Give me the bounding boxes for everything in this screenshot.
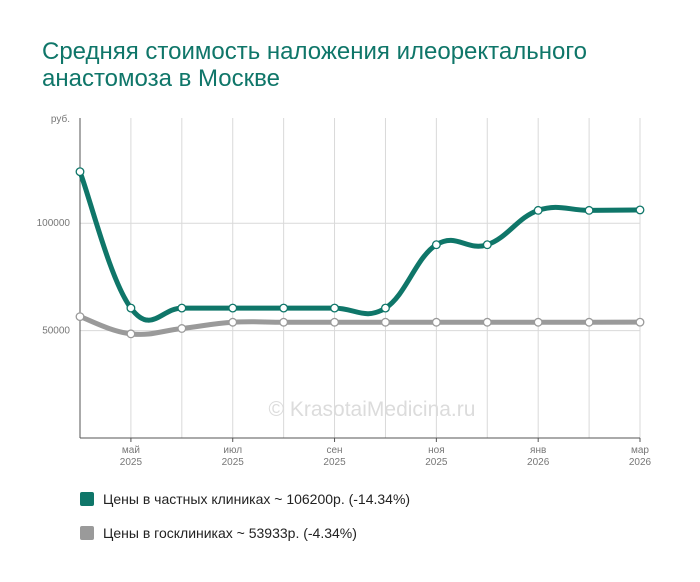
data-point-public bbox=[533, 317, 543, 327]
x-tick-label-year: 2025 bbox=[120, 457, 143, 468]
data-point-public bbox=[75, 312, 85, 322]
line-chart: 50000100000руб.май2025июл2025сен2025ноя2… bbox=[37, 113, 652, 468]
chart-title: Средняя стоимость наложения илеоректальн… bbox=[42, 38, 587, 92]
x-tick-label-month: мар bbox=[631, 445, 649, 456]
series-line-private bbox=[77, 169, 643, 323]
legend-item-public[interactable]: Цены в госклиниках ~ 53933р. (-4.34%) bbox=[80, 525, 357, 541]
data-point-public bbox=[584, 317, 594, 327]
x-tick-label-month: янв bbox=[530, 445, 546, 456]
legend-item-private[interactable]: Цены в частных клиниках ~ 106200р. (-14.… bbox=[80, 491, 410, 507]
data-point-public bbox=[177, 324, 187, 333]
data-point-public bbox=[228, 317, 238, 327]
data-point-private bbox=[381, 303, 390, 313]
x-tick-label-month: май bbox=[122, 445, 140, 456]
data-point-public bbox=[279, 317, 289, 327]
data-point-public bbox=[482, 317, 492, 327]
x-tick-label-year: 2026 bbox=[629, 457, 652, 468]
legend-swatch-public bbox=[80, 526, 94, 540]
data-point-private bbox=[533, 205, 543, 215]
legend-swatch-private bbox=[80, 492, 94, 506]
data-point-public bbox=[635, 317, 645, 327]
data-point-private bbox=[482, 240, 492, 250]
x-tick-label-year: 2025 bbox=[222, 457, 245, 468]
y-tick-label: 50000 bbox=[42, 326, 70, 337]
data-point-private bbox=[177, 303, 187, 313]
x-tick-label-month: сен bbox=[326, 445, 342, 456]
legend-label-public: Цены в госклиниках ~ 53933р. (-4.34%) bbox=[103, 525, 357, 541]
series-line-public bbox=[77, 314, 643, 337]
data-point-private bbox=[279, 303, 289, 313]
y-tick-label: 100000 bbox=[37, 218, 71, 229]
x-tick-label-month: ноя bbox=[428, 445, 445, 456]
x-tick-label-month: июл bbox=[223, 445, 242, 456]
data-point-public bbox=[126, 329, 136, 339]
data-point-private bbox=[635, 205, 645, 215]
data-point-private bbox=[126, 303, 136, 313]
y-axis-unit-label: руб. bbox=[51, 113, 70, 125]
data-point-public bbox=[381, 317, 390, 327]
x-tick-label-year: 2026 bbox=[527, 457, 550, 468]
data-point-public bbox=[330, 317, 339, 327]
watermark: © KrasotaiMedicina.ru bbox=[269, 398, 476, 421]
data-point-private bbox=[584, 205, 594, 215]
legend-label-private: Цены в частных клиниках ~ 106200р. (-14.… bbox=[103, 491, 411, 507]
data-point-public bbox=[431, 317, 441, 327]
data-point-private bbox=[228, 303, 238, 313]
data-point-private bbox=[330, 303, 339, 313]
x-tick-label-year: 2025 bbox=[323, 457, 346, 468]
data-point-private bbox=[431, 240, 441, 250]
data-point-private bbox=[75, 167, 85, 177]
x-tick-label-year: 2025 bbox=[425, 457, 448, 468]
